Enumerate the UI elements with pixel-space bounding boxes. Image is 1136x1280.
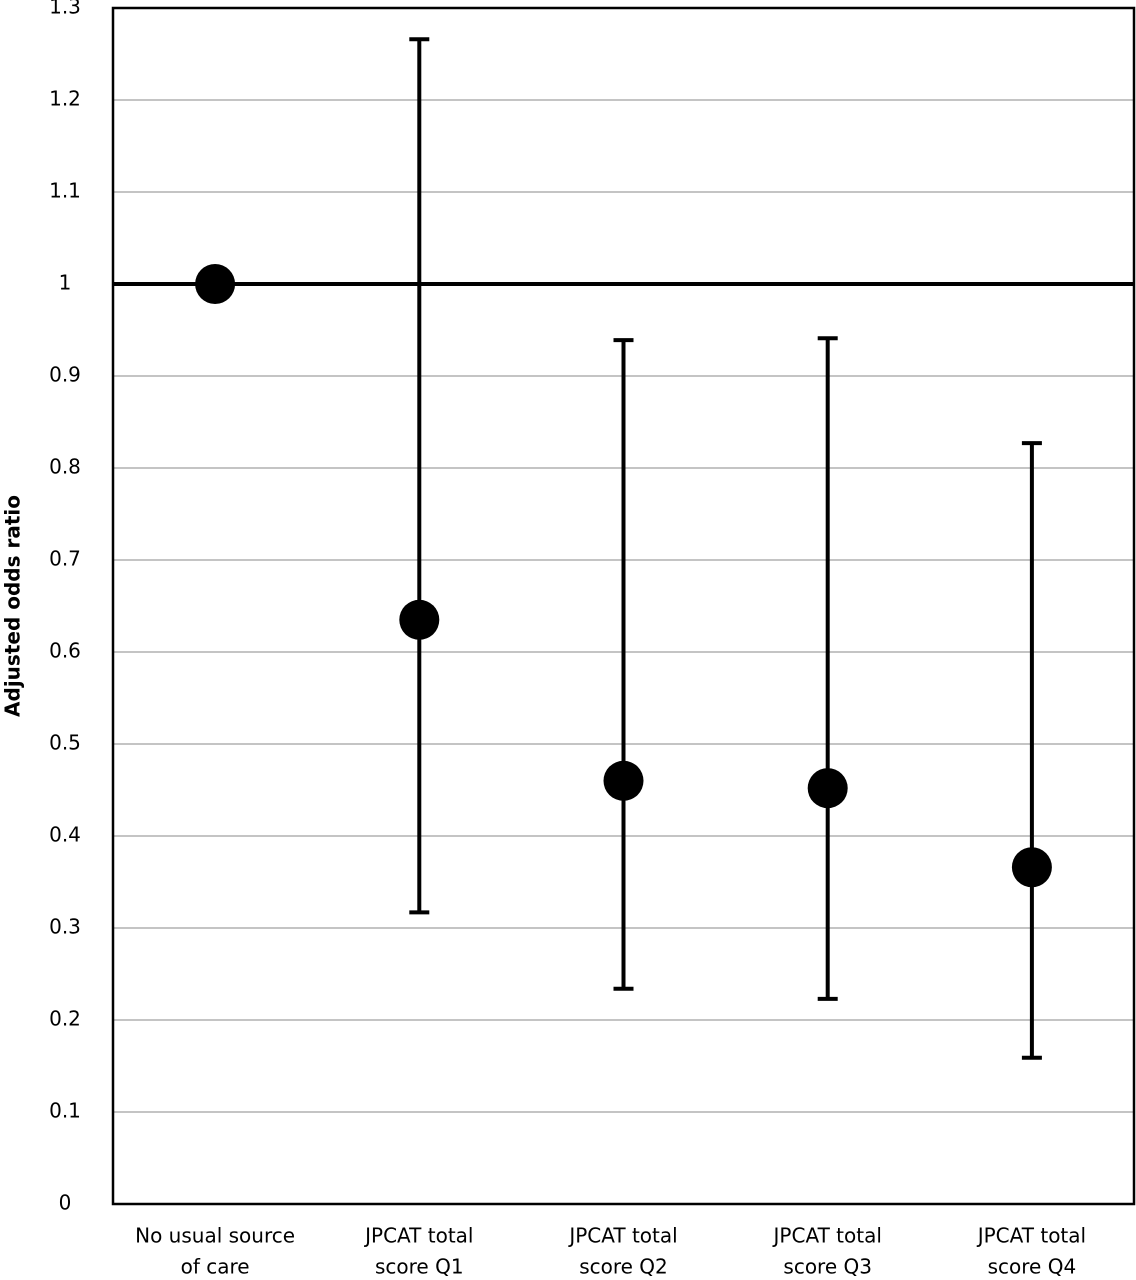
y-axis-label: Adjusted odds ratio [1, 495, 25, 717]
x-tick-label: JPCAT total [363, 1224, 473, 1248]
point [807, 768, 848, 809]
point [603, 760, 644, 801]
y-tick-label: 1.3 [49, 0, 81, 19]
plot-frame [111, 6, 1136, 1206]
y-tick-label: 0 [59, 1191, 72, 1215]
y-tick-label: 0.8 [49, 455, 81, 479]
x-tick-label: JPCAT total [976, 1224, 1086, 1248]
y-tick-label: 1.2 [49, 87, 81, 111]
y-tick-label: 0.7 [49, 547, 81, 571]
y-tick-label: 0.9 [49, 363, 81, 387]
point [1011, 847, 1052, 888]
y-tick-label: 0.4 [49, 823, 81, 847]
y-tick-label: 0.5 [49, 731, 81, 755]
y-tick-label: 1.1 [49, 179, 81, 203]
x-tick-label: score Q4 [988, 1255, 1077, 1279]
point [399, 599, 440, 640]
x-tick-label: JPCAT total [772, 1224, 882, 1248]
x-tick-label: JPCAT total [567, 1224, 677, 1248]
x-tick-label: No usual source [135, 1224, 295, 1248]
y-tick-label: 0.1 [49, 1099, 81, 1123]
point [195, 264, 236, 304]
x-tick-label: score Q2 [579, 1255, 668, 1279]
x-tick-label: score Q3 [783, 1255, 872, 1279]
y-tick-label: 0.3 [49, 915, 81, 939]
x-tick-label: of care [181, 1255, 250, 1279]
y-tick-label: 0.2 [49, 1007, 81, 1031]
x-tick-label: score Q1 [375, 1255, 464, 1279]
y-tick-label: 0.6 [49, 639, 81, 663]
y-tick-label: 1 [59, 271, 72, 295]
